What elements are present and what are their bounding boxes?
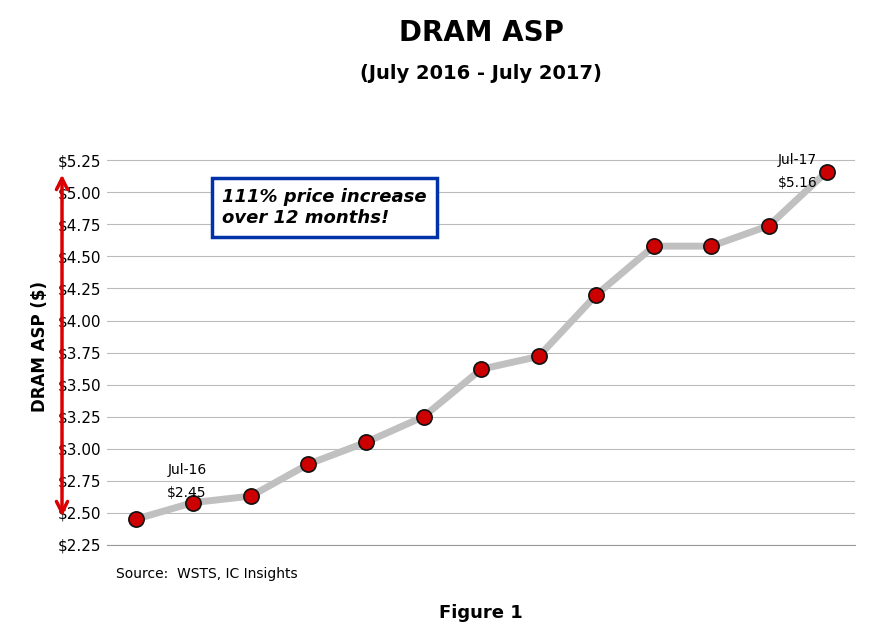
Point: [820, 167, 834, 177]
Text: Jul-16: Jul-16: [168, 463, 207, 477]
Text: 111% price increase
over 12 months!: 111% price increase over 12 months!: [222, 188, 427, 227]
Point: [589, 290, 603, 300]
Point: [186, 497, 200, 508]
Text: $5.16: $5.16: [778, 176, 817, 190]
Text: DRAM ASP: DRAM ASP: [398, 19, 564, 47]
Point: [474, 364, 488, 374]
Point: [416, 412, 430, 422]
Text: $2.45: $2.45: [168, 486, 207, 500]
Point: [128, 514, 143, 524]
Y-axis label: DRAM ASP ($): DRAM ASP ($): [31, 281, 49, 412]
Text: Source:  WSTS, IC Insights: Source: WSTS, IC Insights: [116, 567, 298, 581]
Text: Figure 1: Figure 1: [439, 604, 523, 622]
Text: Jul-17: Jul-17: [778, 153, 817, 167]
Text: (July 2016 - July 2017): (July 2016 - July 2017): [360, 64, 602, 83]
Point: [647, 241, 661, 251]
Point: [244, 491, 258, 501]
Point: [704, 241, 718, 251]
Point: [762, 221, 776, 231]
Point: [301, 459, 315, 469]
Point: [359, 437, 373, 447]
Point: [532, 351, 546, 362]
